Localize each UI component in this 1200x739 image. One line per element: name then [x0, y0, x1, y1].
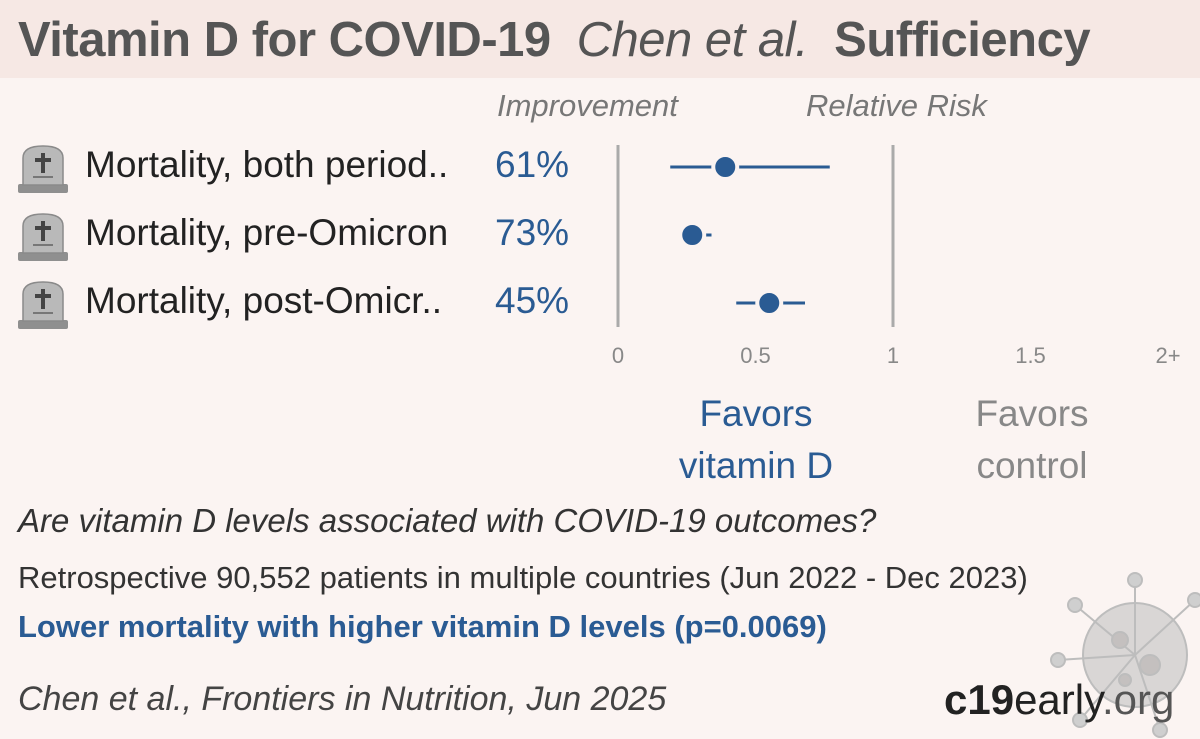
outcome-label: Mortality, both period..: [85, 144, 449, 185]
study-result: Lower mortality with higher vitamin D le…: [18, 609, 827, 644]
improvement-value: 73%: [495, 212, 570, 253]
favors-control-label: Favors control: [922, 388, 1142, 492]
x-tick-label: 2+: [1155, 343, 1180, 368]
outcome-row: Mortality, post-Omicr.. 45%: [0, 274, 600, 334]
x-tick-label: 0.5: [740, 343, 771, 368]
improvement-value: 61%: [495, 144, 570, 185]
forest-plot: 0 0.5 1 1.5 2+: [612, 145, 1181, 368]
page-title: Vitamin D for COVID-19 Chen et al. Suffici…: [18, 12, 1091, 68]
improvement-header: Improvement: [497, 88, 678, 123]
brand-tld: .org: [1102, 676, 1175, 723]
title-main: Vitamin D for COVID-19: [18, 13, 551, 67]
title-variant: Sufficiency: [834, 13, 1091, 67]
x-tick-label: 1: [887, 343, 899, 368]
relative-risk-header: Relative Risk: [806, 88, 987, 123]
outcome-label: Mortality, post-Omicr..: [85, 280, 443, 321]
rr-point: [678, 221, 707, 249]
title-study: Chen et al.: [576, 13, 809, 67]
brand-bold: c19: [944, 676, 1015, 723]
brand-rest: early: [1014, 676, 1102, 723]
rr-point: [711, 153, 740, 181]
brand-logo: c19early.org: [944, 676, 1174, 724]
tombstone-icon: [18, 145, 68, 193]
virus-icon: [1050, 572, 1200, 738]
study-question: Are vitamin D levels associated with COV…: [18, 502, 877, 539]
x-tick-label: 0: [612, 343, 624, 368]
favors-control-line2: control: [976, 445, 1088, 486]
improvement-value: 45%: [495, 280, 570, 321]
x-tick-label: 1.5: [1015, 343, 1046, 368]
header-bar: Vitamin D for COVID-19 Chen et al. Suffici…: [0, 0, 1200, 78]
outcome-label: Mortality, pre-Omicron: [85, 212, 449, 253]
outcome-row: Mortality, both period.. 61%: [0, 138, 600, 198]
favors-control-line1: Favors: [975, 393, 1089, 434]
outcome-row: Mortality, pre-Omicron 73%: [0, 206, 600, 266]
favors-treatment-line1: Favors: [699, 393, 813, 434]
favors-treatment-label: Favors vitamin D: [646, 388, 866, 492]
citation: Chen et al., Frontiers in Nutrition, Jun…: [18, 680, 667, 718]
tombstone-icon: [18, 213, 68, 261]
study-design: Retrospective 90,552 patients in multipl…: [18, 560, 1028, 595]
favors-treatment-line2: vitamin D: [678, 445, 834, 486]
tombstone-icon: [18, 281, 68, 329]
rr-point: [755, 289, 784, 317]
